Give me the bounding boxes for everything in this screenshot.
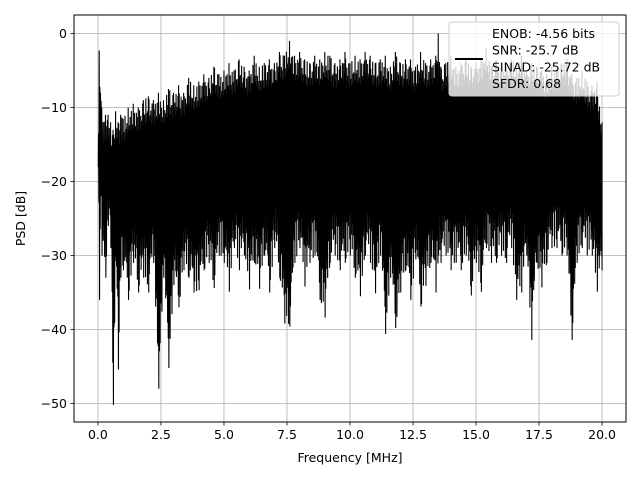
x-tick-label: 20.0 [588, 427, 616, 442]
legend-box [448, 21, 620, 97]
legend-sfdr: SFDR: 0.68 [492, 76, 561, 91]
y-tick-label: −30 [41, 248, 67, 263]
x-tick-label: 0.0 [88, 427, 108, 442]
legend-sinad: SINAD: -25.72 dB [492, 59, 600, 74]
psd-series-line [97, 33, 603, 405]
y-tick-label: −40 [41, 322, 67, 337]
legend: ENOB: -4.56 bits SNR: -25.7 dB SINAD: -2… [448, 21, 620, 97]
x-tick-label: 2.5 [151, 427, 171, 442]
x-tick-label: 15.0 [462, 427, 490, 442]
x-tick-label: 5.0 [214, 427, 234, 442]
y-tick-label: −10 [41, 100, 67, 115]
y-axis-ticks: 0 −10 −20 −30 −40 −50 [41, 26, 74, 411]
y-tick-label: −50 [41, 396, 67, 411]
x-axis-label: Frequency [MHz] [297, 450, 402, 465]
y-tick-label: 0 [59, 26, 67, 41]
x-tick-label: 17.5 [525, 427, 553, 442]
x-axis-ticks: 0.0 2.5 5.0 7.5 10.0 12.5 15.0 17.5 20.0 [88, 422, 616, 442]
legend-snr: SNR: -25.7 dB [492, 43, 579, 58]
legend-enob: ENOB: -4.56 bits [492, 26, 595, 41]
y-tick-label: −20 [41, 174, 67, 189]
y-axis-label: PSD [dB] [13, 191, 28, 246]
x-tick-label: 7.5 [277, 427, 297, 442]
x-tick-label: 12.5 [399, 427, 427, 442]
x-tick-label: 10.0 [336, 427, 364, 442]
series-layer [97, 33, 603, 405]
